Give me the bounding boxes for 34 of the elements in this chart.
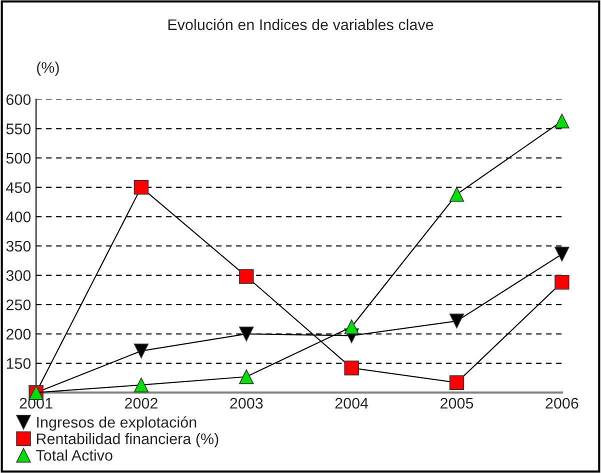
point	[134, 180, 149, 195]
y-tick-label: 200	[6, 328, 31, 340]
y-tick-label: 250	[6, 299, 31, 310]
y-tick-label: 150	[6, 358, 31, 369]
chart-title: Evolución en Indices de variables clave	[168, 18, 434, 30]
point	[134, 344, 149, 358]
point	[134, 378, 149, 392]
legend-label: Rentabilidad financiera (%)	[36, 433, 218, 448]
x-tick-label: 2006	[546, 398, 578, 409]
point	[449, 186, 464, 202]
point	[344, 320, 359, 334]
y-tick-label: 550	[6, 124, 31, 134]
point	[239, 326, 254, 342]
x-tick-label: 2002	[125, 398, 158, 409]
legend-label: Total Activo	[36, 450, 112, 461]
point	[239, 269, 254, 284]
y-tick-label: 400	[6, 212, 31, 222]
y-axis-title: (%)	[37, 62, 59, 76]
point	[239, 369, 254, 384]
point	[344, 360, 359, 376]
y-tick-label: 600	[6, 94, 31, 106]
x-tick-label: 2003	[230, 398, 263, 409]
x-tick-label: 2004	[335, 398, 368, 409]
point	[554, 274, 570, 290]
point	[449, 314, 464, 328]
y-tick-label: 300	[6, 270, 31, 281]
point	[554, 114, 570, 128]
point	[449, 375, 464, 390]
point	[554, 246, 570, 262]
y-tick-label: 350	[6, 240, 31, 252]
legend-label: Ingresos de explotación	[37, 416, 196, 431]
y-tick-label: 500	[6, 152, 31, 164]
x-tick-label: 2005	[440, 398, 474, 409]
y-tick-label: 450	[6, 182, 31, 193]
